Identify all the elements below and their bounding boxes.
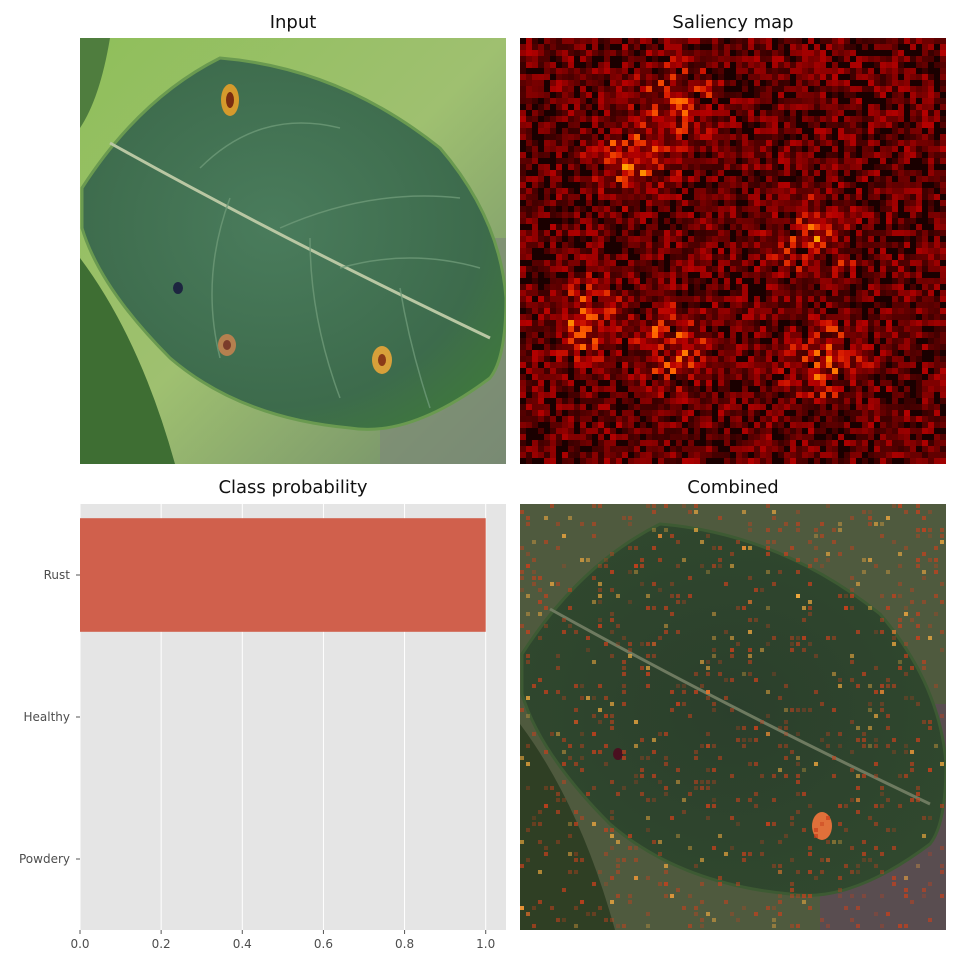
y-tick-label-powdery: Powdery (19, 852, 70, 866)
x-tick-label: 1.0 (476, 937, 495, 951)
combined-overlay-image (520, 504, 946, 930)
bar-rust (80, 518, 486, 632)
chart-title: Class probability (218, 477, 368, 498)
x-tick-label: 0.0 (70, 937, 89, 951)
saliency-map-image (520, 38, 946, 464)
y-tick-label-healthy: Healthy (23, 710, 70, 724)
x-tick-label: 0.2 (152, 937, 171, 951)
y-tick-label-rust: Rust (44, 568, 71, 582)
saliency-panel-title: Saliency map (672, 12, 794, 33)
combined-panel-title: Combined (687, 477, 779, 498)
input-panel-title: Input (269, 12, 317, 33)
x-tick-label: 0.4 (233, 937, 252, 951)
x-tick-label: 0.6 (314, 937, 333, 951)
x-tick-label: 0.8 (395, 937, 414, 951)
plot-area (80, 504, 506, 930)
input-leaf-image (80, 38, 506, 464)
